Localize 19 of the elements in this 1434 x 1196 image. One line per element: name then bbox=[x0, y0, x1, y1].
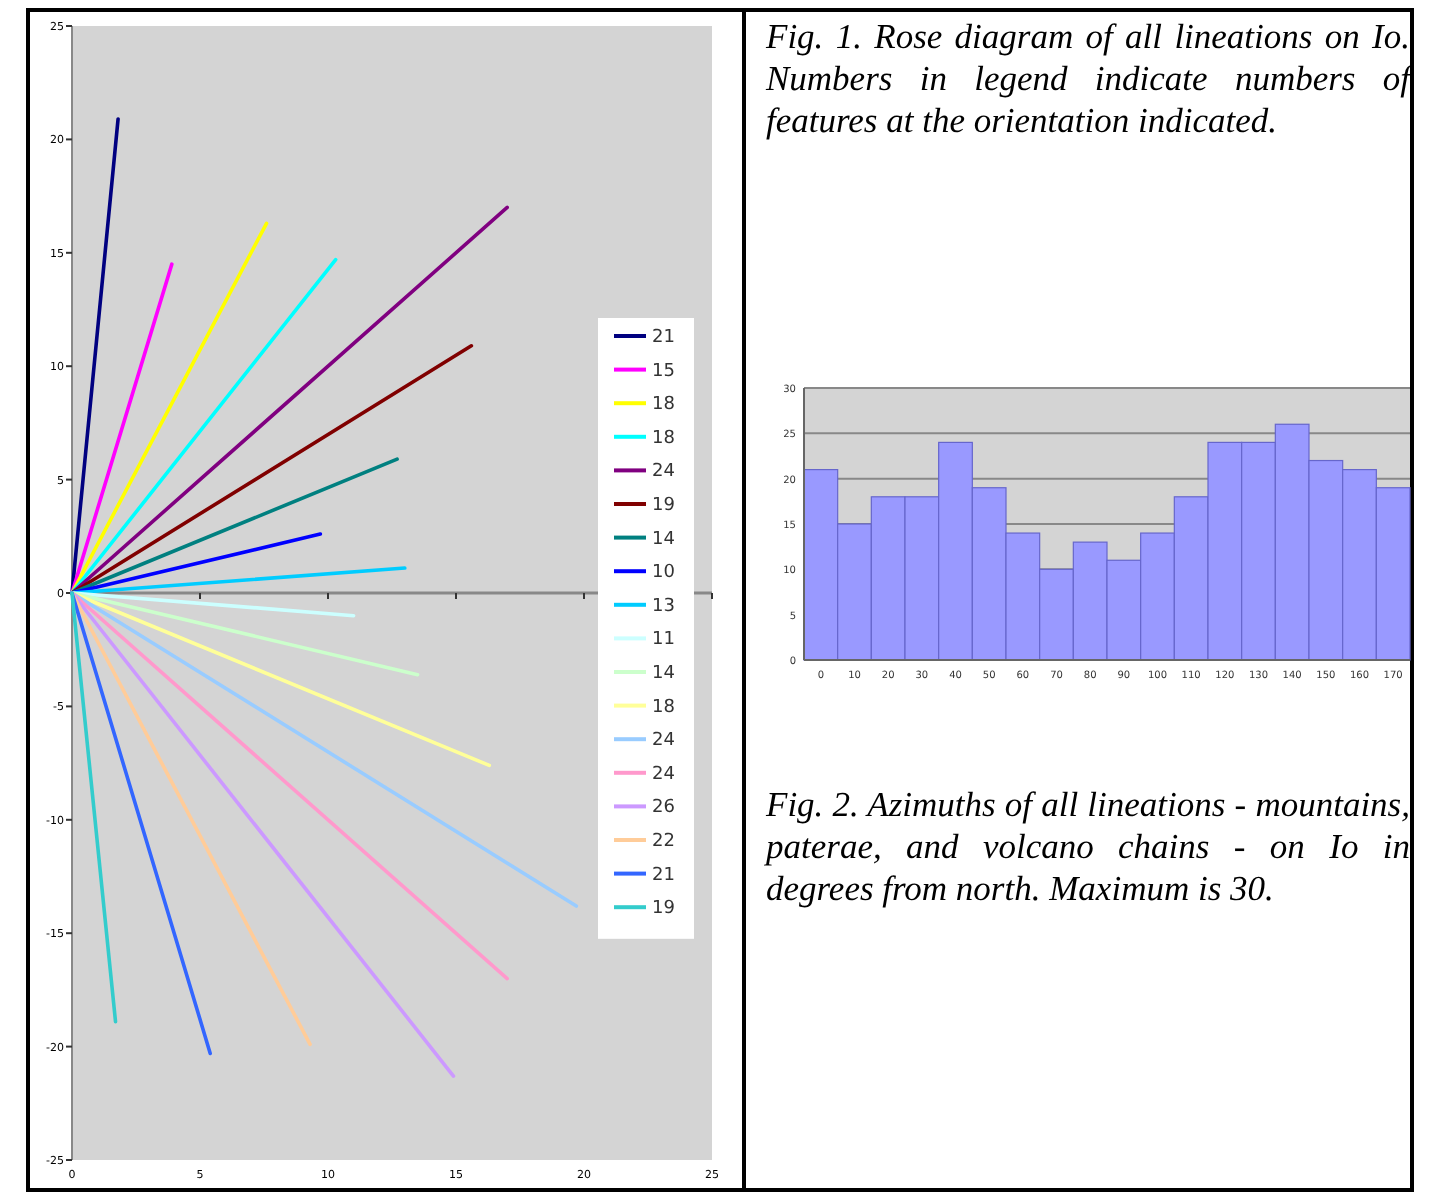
legend-label: 15 bbox=[652, 361, 675, 382]
legend-label: 21 bbox=[652, 328, 675, 348]
legend-label: 14 bbox=[652, 529, 676, 550]
legend-label: 19 bbox=[652, 899, 676, 920]
legend-label: 24 bbox=[652, 764, 676, 785]
legend-label: 19 bbox=[652, 496, 676, 516]
legend-label: 24 bbox=[652, 462, 676, 483]
legend-label: 18 bbox=[652, 697, 676, 718]
legend-label: 13 bbox=[652, 596, 675, 617]
legend-label: 18 bbox=[652, 428, 676, 449]
legend-label: 14 bbox=[652, 664, 676, 684]
legend-label: 21 bbox=[652, 865, 675, 886]
legend-label: 26 bbox=[652, 798, 676, 819]
legend-label: 24 bbox=[652, 731, 676, 752]
legend-label: 18 bbox=[652, 395, 676, 416]
legend-label: 10 bbox=[652, 563, 676, 584]
caption: Fig. 2. Azimuths of all lineations - mountains, paterae, and volcano chains - on Io in degrees from north. Maximum is 30. bbox=[766, 784, 1410, 910]
legend-label: 22 bbox=[652, 832, 675, 852]
legend-label: 11 bbox=[652, 630, 675, 651]
